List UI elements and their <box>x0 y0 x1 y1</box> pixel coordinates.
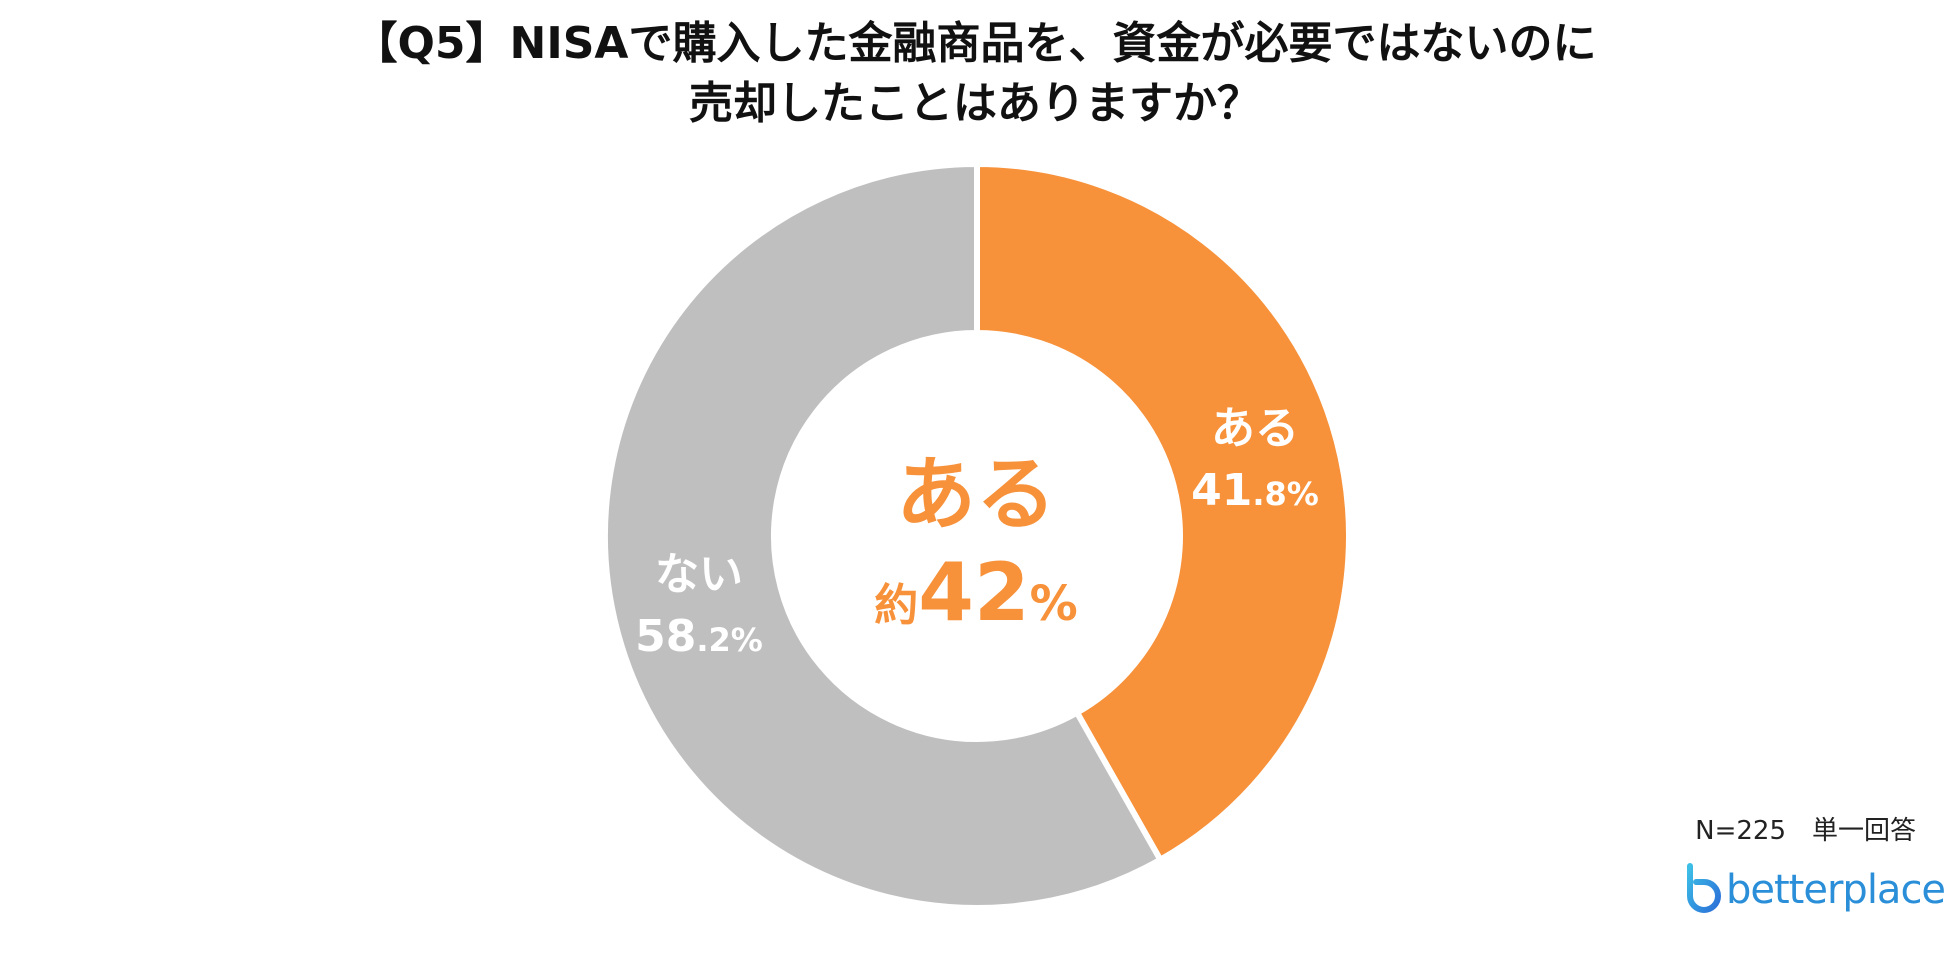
slice-label-name-1: ない <box>655 549 743 600</box>
sample-size-note: N=225 単一回答 <box>1695 816 1916 846</box>
center-label-title: ある <box>896 448 1056 541</box>
donut-center-label: ある 約42% <box>776 445 1176 663</box>
donut-slice-1 <box>602 160 1165 911</box>
brand-logo: betterplace <box>1682 860 1946 920</box>
chart-title-line2: 売却したことはありますか？ <box>689 78 1261 129</box>
brand-name: betterplace <box>1726 867 1946 913</box>
center-label-number: 42 <box>918 546 1030 639</box>
center-label-prefix: 約 <box>874 580 919 631</box>
slice-label-value-0: 41.8% <box>1191 465 1319 516</box>
chart-title-line1: 【Q5】NISAで購入した金融商品を、資金が必要ではないのに <box>353 18 1597 69</box>
slice-label-name-0: ある <box>1211 403 1299 454</box>
donut-slice-0 <box>974 160 1352 864</box>
center-label-value: 約42% <box>776 545 1176 663</box>
slice-label-value-1: 58.2% <box>635 611 763 662</box>
chart-title: 【Q5】NISAで購入した金融商品を、資金が必要ではないのに 売却したことはあり… <box>0 14 1950 134</box>
donut-slices <box>602 160 1352 911</box>
center-label-suffix: % <box>1029 576 1078 632</box>
donut-slice-labels: ある 41.8% ない 58.2% <box>635 403 1319 662</box>
betterplace-logo-icon <box>1687 863 1721 917</box>
